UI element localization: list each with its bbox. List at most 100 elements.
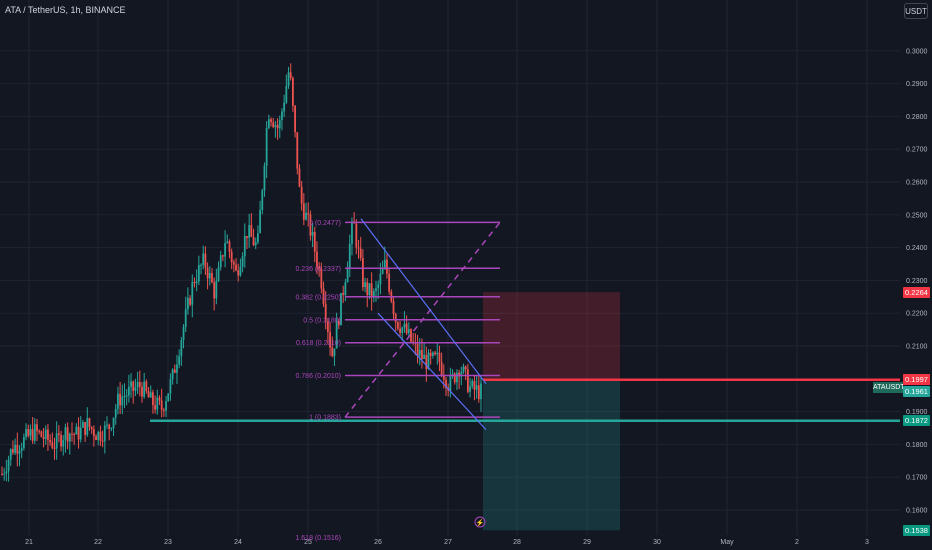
x-tick-label: 25	[304, 539, 312, 546]
candle-body	[86, 418, 89, 435]
candle-body	[248, 225, 251, 238]
candle-body	[14, 444, 17, 453]
candle-body	[167, 393, 170, 402]
candle-body	[377, 284, 380, 289]
candle-body	[326, 321, 329, 332]
candle-body	[36, 424, 38, 432]
candle-body	[187, 297, 189, 310]
fib-level-label: 0.5 (0.2180)	[303, 317, 341, 324]
candle-body	[184, 309, 187, 328]
candle-body	[226, 241, 229, 244]
candle-body	[368, 283, 371, 295]
candle-body	[379, 273, 382, 285]
candle-body	[97, 431, 100, 441]
y-tick-label: 0.1800	[906, 442, 928, 449]
candle-body	[29, 429, 32, 436]
candle-body	[392, 301, 395, 315]
candle-body	[7, 459, 10, 472]
candle-body	[110, 428, 113, 430]
candle-body	[252, 236, 255, 246]
fib-level-label: 0.618 (0.2110)	[296, 340, 341, 347]
event-marker-icon	[474, 516, 486, 528]
symbol-tag: ATAUSDT	[873, 382, 905, 393]
candle-body	[289, 72, 292, 78]
fib-level-label: 0.786 (0.2010)	[295, 373, 341, 380]
candle-body	[154, 405, 157, 410]
candle-body	[429, 352, 432, 356]
candle-body	[283, 102, 286, 112]
candle-body	[134, 387, 137, 391]
candle-body	[3, 473, 6, 475]
candle-body	[127, 386, 130, 396]
candle-body	[119, 393, 122, 406]
candle-body	[355, 223, 358, 248]
candle-body	[246, 236, 248, 238]
candle-body	[215, 280, 218, 299]
candle-body	[370, 283, 373, 298]
candle-body	[394, 314, 397, 323]
y-tick-label: 0.1700	[906, 475, 928, 482]
candle-body	[178, 356, 181, 365]
candle-body	[162, 409, 165, 411]
candle-body	[99, 431, 102, 441]
candle-body	[243, 236, 246, 257]
candle-body	[208, 273, 211, 279]
y-tick-label: 0.1600	[906, 508, 928, 515]
candle-body	[237, 270, 240, 276]
candle-body	[425, 354, 428, 370]
candle-body	[261, 190, 264, 211]
y-tick-label: 0.2200	[906, 311, 928, 318]
candle-body	[456, 372, 458, 383]
candle-body	[342, 293, 345, 295]
candle-body	[123, 395, 126, 397]
candle-body	[53, 447, 56, 449]
candle-body	[160, 400, 163, 410]
candle-body	[224, 243, 226, 257]
candle-body	[313, 231, 316, 252]
x-tick-label: 23	[164, 539, 172, 546]
candle-body	[158, 397, 161, 401]
candle-body	[449, 375, 452, 391]
candle-body	[9, 449, 12, 460]
candle-body	[421, 350, 423, 360]
candle-body	[213, 282, 216, 299]
candle-body	[82, 422, 84, 428]
candle-body	[278, 120, 281, 129]
candle-body	[92, 429, 95, 437]
x-tick-label: 24	[234, 539, 242, 546]
candle-body	[388, 273, 391, 292]
x-tick-label: 28	[513, 539, 521, 546]
candle-body	[366, 282, 369, 295]
candle-body	[418, 350, 421, 356]
candle-body	[57, 433, 60, 436]
candle-body	[285, 85, 288, 103]
y-tick-label: 0.2300	[906, 278, 928, 285]
candle-body	[263, 165, 266, 191]
candle-body	[396, 322, 399, 329]
candle-body	[270, 119, 272, 123]
candle-body	[403, 323, 406, 328]
candle-body	[423, 354, 426, 360]
candle-body	[383, 259, 386, 269]
candle-body	[291, 77, 294, 106]
candle-body	[427, 352, 430, 370]
candle-body	[464, 366, 467, 370]
candle-body	[235, 264, 237, 271]
candle-body	[324, 303, 327, 322]
candle-body	[73, 434, 76, 436]
y-tick-label: 0.1900	[906, 409, 928, 416]
candle-body	[386, 259, 388, 274]
candle-body	[254, 242, 257, 246]
candle-body	[22, 437, 25, 449]
candle-body	[60, 435, 62, 447]
candle-body	[346, 267, 349, 283]
candle-body	[329, 331, 331, 348]
candle-body	[442, 374, 445, 380]
candle-body	[274, 125, 277, 127]
candle-body	[25, 429, 27, 438]
candle-body	[152, 392, 154, 406]
candle-body	[475, 385, 478, 390]
currency-button[interactable]: USDT	[904, 3, 928, 19]
